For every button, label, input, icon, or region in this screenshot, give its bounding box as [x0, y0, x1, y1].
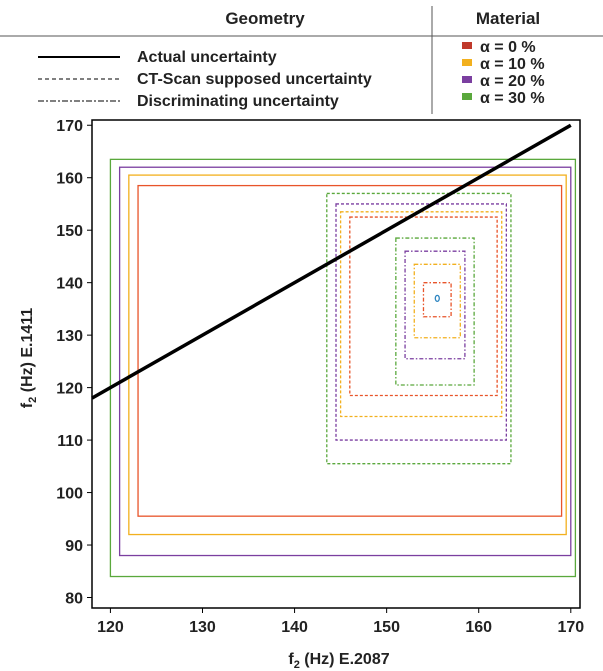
x-tick-label: 160 — [465, 619, 492, 636]
plot-frame — [91, 119, 581, 609]
y-tick-label: 160 — [56, 171, 83, 188]
y-tick-label: 80 — [65, 591, 83, 608]
y-tick-label: 130 — [56, 328, 83, 345]
uncertainty-rect-ct-alpha-0 — [349, 216, 498, 397]
x-tick-label: 130 — [189, 619, 216, 636]
nominal-point-marker — [434, 294, 440, 303]
legend-material-header: Material — [476, 9, 540, 28]
legend-material-item: α = 20 % — [480, 73, 545, 90]
legend-geometry-item-2: Discriminating uncertainty — [137, 93, 339, 110]
y-tick-label: 110 — [57, 433, 83, 450]
uncertainty-rect-ct-alpha-20 — [335, 203, 507, 441]
uncertainty-rect-actual-alpha-20 — [118, 166, 572, 557]
legend-geometry-header: Geometry — [225, 9, 305, 28]
x-axis-label: f2 (Hz) E.2087 — [288, 651, 389, 671]
legend-material-item: α = 30 % — [480, 90, 545, 107]
uncertainty-rect-disc-alpha-20 — [404, 250, 466, 360]
uncertainty-rectangles — [109, 158, 577, 578]
y-tick-label: 140 — [56, 276, 83, 293]
legend-material-swatch — [462, 76, 472, 83]
legend-material-items: α = 0 %α = 10 %α = 20 %α = 30 % — [462, 39, 545, 107]
plot-area — [91, 119, 581, 609]
uncertainty-rect-actual-alpha-10 — [128, 174, 567, 536]
x-axis-ticks: 120 130 140 150 160 170 — [97, 608, 584, 636]
y-tick-label: 150 — [56, 223, 83, 240]
uncertainty-rect-disc-alpha-0 — [422, 282, 452, 318]
uncertainty-rect-actual-alpha-30 — [109, 158, 577, 578]
legend-material-item: α = 0 % — [480, 39, 536, 56]
y-tick-label: 120 — [56, 381, 83, 398]
diagonal-series-line — [91, 123, 572, 400]
x-tick-label: 170 — [557, 619, 584, 636]
uncertainty-rect-ct-alpha-30 — [326, 192, 512, 465]
legend-material-swatch — [462, 42, 472, 49]
uncertainty-rect-disc-alpha-10 — [413, 263, 461, 339]
y-tick-label: 170 — [56, 118, 83, 135]
y-axis-label: f2 (Hz) E.1411 — [19, 308, 39, 408]
legend-material-item: α = 10 % — [480, 56, 545, 73]
x-tick-label: 120 — [97, 619, 124, 636]
legend-material-swatch — [462, 59, 472, 66]
y-tick-label: 90 — [65, 538, 83, 555]
uncertainty-rect-disc-alpha-30 — [395, 237, 475, 386]
nominal-point — [434, 294, 440, 303]
legend: Geometry Material Actual uncertainty CT-… — [0, 6, 603, 114]
x-tick-label: 150 — [373, 619, 400, 636]
legend-geometry-item-1: CT-Scan supposed uncertainty — [137, 71, 372, 88]
y-tick-label: 100 — [56, 486, 83, 503]
legend-material-swatch — [462, 93, 472, 100]
y-axis-ticks: 80 90 100 110 120 130 140 150 160 170 — [56, 118, 92, 608]
x-tick-label: 140 — [281, 619, 308, 636]
uncertainty-rect-actual-alpha-0 — [137, 184, 563, 517]
legend-geometry-item-0: Actual uncertainty — [137, 49, 277, 66]
diagonal-line — [91, 123, 572, 400]
